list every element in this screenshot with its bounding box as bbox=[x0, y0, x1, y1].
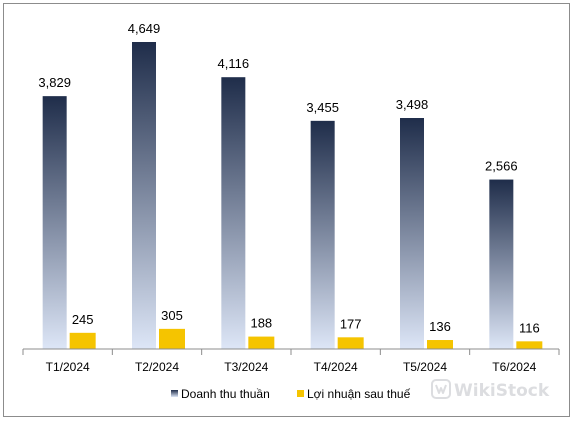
profit-data-label: 305 bbox=[161, 308, 183, 323]
profit-bar bbox=[69, 332, 96, 349]
revenue-bar bbox=[310, 120, 335, 349]
legend-label-profit: Lợi nhuận sau thuế bbox=[307, 387, 411, 401]
watermark-text: WikiStock bbox=[454, 381, 550, 401]
profit-data-label: 136 bbox=[429, 319, 451, 334]
x-tick-label: T4/2024 bbox=[314, 360, 358, 374]
revenue-data-label: 3,498 bbox=[396, 97, 429, 112]
revenue-bar bbox=[132, 42, 156, 349]
profit-bar bbox=[516, 341, 543, 349]
revenue-bar bbox=[42, 96, 67, 349]
x-tick-label: T6/2024 bbox=[492, 360, 536, 374]
legend-swatch-profit bbox=[297, 390, 304, 397]
x-tick-label: T5/2024 bbox=[403, 360, 447, 374]
profit-data-label: 177 bbox=[340, 316, 362, 331]
legend: Doanh thu thuần Lợi nhuận sau thuế bbox=[171, 387, 411, 401]
profit-data-label: 188 bbox=[250, 316, 272, 331]
profit-data-label: 245 bbox=[72, 312, 94, 327]
bar-chart: T1/2024 T2/2024 T3/2024 T4/2024 T5/2024 T6/20… bbox=[22, 21, 560, 401]
profit-bar bbox=[248, 336, 275, 349]
revenue-bar bbox=[400, 118, 424, 349]
revenue-data-label: 2,566 bbox=[485, 159, 518, 174]
revenue-data-label: 3,455 bbox=[306, 100, 339, 115]
revenue-data-label: 4,116 bbox=[218, 56, 250, 71]
watermark: WikiStock bbox=[431, 379, 550, 401]
data-labels: 3,829 245 4,649 305 4,116 188 3,455 177 3,498 136… bbox=[38, 21, 539, 335]
x-axis-ticks: T1/2024 T2/2024 T3/2024 T4/2024 T5/2024 T6/20… bbox=[22, 349, 560, 374]
legend-swatch-revenue bbox=[171, 390, 178, 397]
x-tick-label: T3/2024 bbox=[224, 360, 268, 374]
revenue-data-label: 4,649 bbox=[128, 21, 161, 36]
bars-layer bbox=[42, 42, 543, 350]
revenue-bar bbox=[489, 179, 514, 349]
profit-bar bbox=[337, 337, 364, 349]
x-tick-label: T1/2024 bbox=[46, 360, 90, 374]
wikistock-logo-icon bbox=[431, 379, 451, 399]
revenue-data-label: 3,829 bbox=[38, 75, 71, 90]
legend-label-revenue: Doanh thu thuần bbox=[181, 387, 270, 401]
chart-frame: T1/2024 T2/2024 T3/2024 T4/2024 T5/2024 T6/20… bbox=[3, 3, 570, 417]
profit-bar bbox=[159, 328, 185, 349]
profit-bar bbox=[427, 340, 453, 349]
x-tick-label: T2/2024 bbox=[135, 360, 179, 374]
revenue-bar bbox=[221, 77, 246, 350]
profit-data-label: 116 bbox=[519, 320, 540, 335]
